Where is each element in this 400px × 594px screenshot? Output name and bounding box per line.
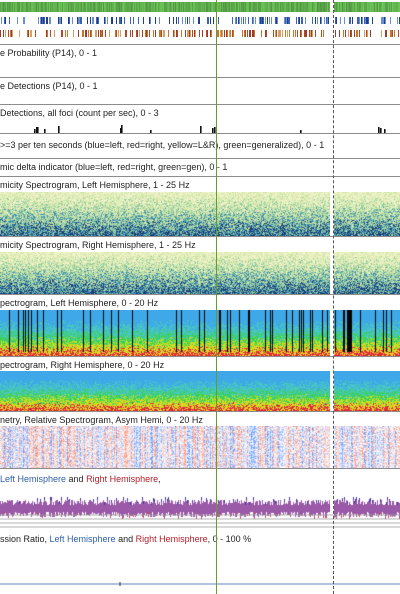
- spike-count-marks: [34, 125, 386, 133]
- panel-title: >=3 per ten seconds (blue=left, red=righ…: [0, 140, 325, 150]
- aeeg-reference-lines: [0, 514, 400, 528]
- recording-gap: [330, 426, 334, 468]
- panel-title: netry, Relative Spectrogram, Asym Hemi, …: [0, 415, 203, 425]
- overview-strip[interactable]: [0, 0, 400, 45]
- suppression-baseline: [0, 582, 400, 586]
- panel-title: e Detections (P14), 0 - 1: [0, 81, 98, 91]
- title-range: , 0 - 100 %: [207, 534, 252, 544]
- panel-title: micity Spectrogram, Left Hemisphere, 1 -…: [0, 180, 190, 190]
- rhythmicity-spectrogram-left[interactable]: micity Spectrogram, Left Hemisphere, 1 -…: [0, 177, 400, 237]
- overview-right-events: [0, 30, 399, 37]
- spectrogram-left-image: [0, 310, 400, 356]
- panel-title: pectrogram, Left Hemisphere, 0 - 20 Hz: [0, 298, 159, 308]
- time-cursor[interactable]: [216, 0, 217, 594]
- recording-gap: [330, 252, 334, 294]
- rhythmicity-right-image: [0, 252, 400, 294]
- panel-title: mic delta indicator (blue=left, red=righ…: [0, 162, 228, 172]
- panel-title: pectrogram, Right Hemisphere, 0 - 20 Hz: [0, 360, 165, 370]
- recording-gap: [330, 192, 334, 236]
- recording-gap: [330, 371, 334, 411]
- asymmetry-spectrogram[interactable]: netry, Relative Spectrogram, Asym Hemi, …: [0, 412, 400, 469]
- legend-and: and: [66, 474, 87, 484]
- legend-left: Left Hemisphere: [49, 534, 116, 544]
- overview-activity-bar: [0, 2, 400, 12]
- legend-and: and: [115, 534, 136, 544]
- rhythmicity-spectrogram-right[interactable]: micity Spectrogram, Right Hemisphere, 1 …: [0, 237, 400, 295]
- panel-title: e Probability (P14), 0 - 1: [0, 48, 98, 58]
- panel-title: micity Spectrogram, Right Hemisphere, 1 …: [0, 240, 196, 250]
- spectrogram-right-image: [0, 371, 400, 411]
- seizure-detections-panel[interactable]: e Detections (P14), 0 - 1: [0, 78, 400, 105]
- legend-left: Left Hemisphere: [0, 474, 67, 484]
- seizure-probability-panel[interactable]: e Probability (P14), 0 - 1: [0, 45, 400, 78]
- title-prefix: ssion Ratio,: [0, 534, 50, 544]
- rhythmic-delta-panel[interactable]: mic delta indicator (blue=left, red=righ…: [0, 159, 400, 177]
- segment-boundary-marker[interactable]: [333, 0, 334, 594]
- legend-comma: ,: [158, 474, 161, 484]
- overview-left-events: [1, 17, 400, 24]
- recording-gap: [330, 0, 334, 44]
- spike-detections-panel[interactable]: Detections, all foci (count per sec), 0 …: [0, 105, 400, 134]
- panel-title: Left Hemisphere and Right Hemisphere,: [0, 474, 161, 484]
- asymmetry-image: [0, 426, 400, 468]
- recording-gap: [330, 310, 334, 356]
- suppression-ratio-panel[interactable]: ssion Ratio, Left Hemisphere and Right H…: [0, 528, 400, 594]
- panel-title: ssion Ratio, Left Hemisphere and Right H…: [0, 534, 251, 544]
- rhythmicity-left-image: [0, 192, 400, 236]
- aeeg-lines-panel: [0, 512, 400, 528]
- rhythmic-runs-panel[interactable]: >=3 per ten seconds (blue=left, red=righ…: [0, 134, 400, 159]
- legend-right: Right Hemisphere: [135, 534, 208, 544]
- spectrogram-right[interactable]: pectrogram, Right Hemisphere, 0 - 20 Hz: [0, 357, 400, 412]
- panel-title: Detections, all foci (count per sec), 0 …: [0, 108, 159, 118]
- recording-gap: [330, 486, 334, 520]
- spectrogram-left[interactable]: pectrogram, Left Hemisphere, 0 - 20 Hz: [0, 295, 400, 357]
- legend-right: Right Hemisphere: [86, 474, 159, 484]
